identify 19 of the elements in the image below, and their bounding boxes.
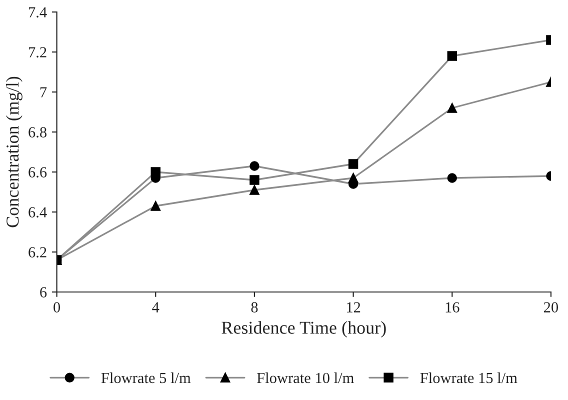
- y-tick-label: 7.4: [28, 7, 47, 18]
- x-tick-label: 12: [347, 302, 360, 312]
- x-tick-label: 16: [446, 302, 460, 312]
- y-tick-label: 6.4: [28, 207, 47, 218]
- x-tick-label: 8: [251, 302, 258, 312]
- y-tick-label: 6.8: [28, 127, 46, 138]
- legend-label: Flowrate 15 l/m: [420, 372, 518, 384]
- y-tick-label: 7.2: [28, 47, 46, 58]
- x-tick-label: 4: [152, 302, 160, 312]
- y-axis-title: Concentration (mg/l): [6, 76, 22, 228]
- y-tick-label: 7: [40, 87, 47, 98]
- y-tick-label: 6.6: [28, 167, 47, 178]
- x-tick-label: 20: [544, 302, 558, 312]
- x-tick-label: 0: [54, 302, 60, 312]
- x-axis-title: Residence Time (hour): [222, 321, 386, 338]
- legend-label: Flowrate 10 l/m: [257, 372, 354, 384]
- y-tick-label: 6: [40, 287, 47, 298]
- y-tick-label: 6.2: [28, 247, 46, 258]
- legend-label: Flowrate 5 l/m: [101, 372, 191, 384]
